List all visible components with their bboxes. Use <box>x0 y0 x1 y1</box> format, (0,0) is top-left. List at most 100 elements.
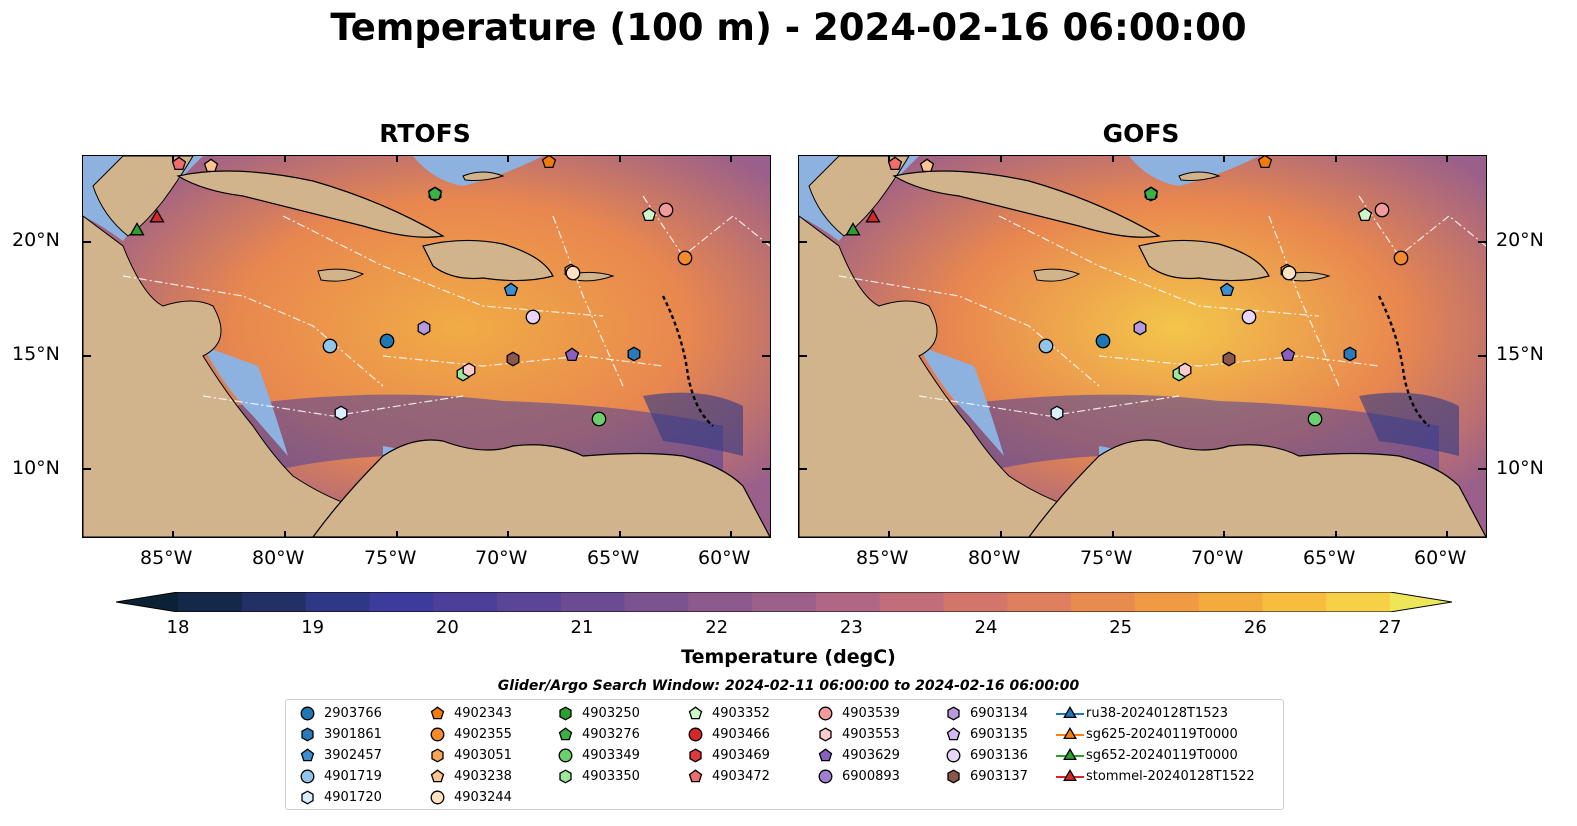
lon-label-80w-right: 80°W <box>968 547 1021 569</box>
legend-entry-label: 4903553 <box>842 727 900 742</box>
legend-entry-label: 2903766 <box>324 706 382 721</box>
legend-entry-label: 6900893 <box>842 769 900 784</box>
legend-entry-label: 4903250 <box>582 706 640 721</box>
lon-label-60w-right: 60°W <box>1414 547 1467 569</box>
legend-entry-label: 6903137 <box>970 769 1028 784</box>
float-marker <box>506 351 520 367</box>
float-marker <box>1038 338 1054 354</box>
float-marker <box>887 156 903 171</box>
float-marker <box>1374 202 1390 218</box>
lon-label-70w-left: 70°W <box>475 547 528 569</box>
lat-label-10n-left: 10°N <box>12 457 60 479</box>
legend-entry-label: 4902343 <box>454 706 512 721</box>
colorbar-max-extension <box>1390 592 1452 612</box>
pentagon-marker-icon <box>430 769 445 783</box>
colorbar <box>116 592 1452 612</box>
legend-entry-label: 4903349 <box>582 748 640 763</box>
float-marker <box>1357 207 1373 222</box>
legend-entry-label: 4903539 <box>842 706 900 721</box>
panel-title-rtofs: RTOFS <box>379 119 471 148</box>
legend-entry-label: sg652-20240119T0000 <box>1086 748 1238 763</box>
map-panel-gofs <box>798 155 1487 538</box>
lon-label-85w-left: 85°W <box>140 547 193 569</box>
float-marker <box>379 333 395 349</box>
glider-triangle-icon <box>1056 706 1084 719</box>
float-marker <box>1393 250 1409 266</box>
lat-label-10n-right: 10°N <box>1496 457 1544 479</box>
float-marker <box>627 346 641 362</box>
map-panel-rtofs <box>82 155 771 538</box>
hexagon-marker-icon <box>301 790 314 805</box>
colorbar-segment <box>1007 592 1072 612</box>
legend-entry-label: 4903350 <box>582 769 640 784</box>
float-marker <box>641 207 657 222</box>
hexagon-marker-icon <box>559 706 572 721</box>
colorbar-segment <box>1326 592 1391 612</box>
legend-entry-label: 6903134 <box>970 706 1028 721</box>
colorbar-segment <box>1134 592 1200 612</box>
circle-marker-icon <box>818 706 833 721</box>
lat-label-20n-left: 20°N <box>12 229 60 251</box>
colorbar-segment <box>624 592 689 612</box>
legend-entry-label: 6903135 <box>970 727 1028 742</box>
colorbar-tick-label: 20 <box>435 617 459 638</box>
pentagon-marker-icon <box>430 706 445 720</box>
glider-marker <box>865 209 881 223</box>
colorbar-segment <box>1198 592 1263 612</box>
legend-entry-label: 4903472 <box>712 769 770 784</box>
float-marker <box>1050 405 1064 421</box>
colorbar-segment <box>560 592 626 612</box>
colorbar-segment <box>688 592 753 612</box>
float-marker <box>1307 411 1323 427</box>
colorbar-tick-label: 26 <box>1243 617 1267 638</box>
legend-entry-label: 4903244 <box>454 790 512 805</box>
glider-triangle-icon <box>1056 748 1084 761</box>
lon-label-75w-right: 75°W <box>1080 547 1133 569</box>
colorbar-tick-label: 25 <box>1109 617 1133 638</box>
legend-entry-label: stommel-20240128T1522 <box>1086 769 1255 784</box>
circle-marker-icon <box>688 727 703 742</box>
colorbar-label: Temperature (degC) <box>681 646 896 668</box>
colorbar-tick-label: 27 <box>1378 617 1402 638</box>
legend-entry-label: 4903352 <box>712 706 770 721</box>
colorbar-min-extension <box>116 592 178 612</box>
colorbar-tick-label: 22 <box>705 617 729 638</box>
legend-entry-label: 4903276 <box>582 727 640 742</box>
circle-marker-icon <box>558 748 573 763</box>
colorbar-segment <box>752 592 817 612</box>
legend-entry-label: 6903136 <box>970 748 1028 763</box>
float-marker <box>541 156 557 169</box>
pentagon-marker-icon <box>300 748 315 762</box>
hexagon-marker-icon <box>947 769 960 784</box>
circle-marker-icon <box>300 706 315 721</box>
hexagon-marker-icon <box>689 748 702 763</box>
float-marker <box>564 347 580 362</box>
lon-label-75w-left: 75°W <box>364 547 417 569</box>
float-marker <box>1095 333 1111 349</box>
float-marker <box>1280 347 1296 362</box>
float-marker <box>427 186 443 201</box>
figure-title: Temperature (100 m) - 2024-02-16 06:00:0… <box>330 6 1247 49</box>
panel-title-gofs: GOFS <box>1102 119 1180 148</box>
float-marker <box>919 158 935 173</box>
legend-entry-label: 4903466 <box>712 727 770 742</box>
hexagon-marker-icon <box>947 706 960 721</box>
circle-marker-icon <box>818 769 833 784</box>
float-marker <box>417 320 431 336</box>
lon-label-65w-left: 65°W <box>587 547 640 569</box>
hexagon-marker-icon <box>301 727 314 742</box>
circle-marker-icon <box>430 727 445 742</box>
colorbar-segment <box>496 592 562 612</box>
lon-label-80w-left: 80°W <box>252 547 305 569</box>
pentagon-marker-icon <box>688 769 703 783</box>
lon-label-60w-left: 60°W <box>698 547 751 569</box>
search-window-caption: Glider/Argo Search Window: 2024-02-11 06… <box>497 678 1080 694</box>
legend-entry-label: 3901861 <box>324 727 382 742</box>
lon-label-70w-right: 70°W <box>1191 547 1244 569</box>
float-marker <box>1133 320 1147 336</box>
legend-entry-label: 4903238 <box>454 769 512 784</box>
float-marker <box>1143 186 1159 201</box>
float-marker <box>171 156 187 171</box>
lat-label-15n-left: 15°N <box>12 343 60 365</box>
colorbar-segment <box>369 592 434 612</box>
